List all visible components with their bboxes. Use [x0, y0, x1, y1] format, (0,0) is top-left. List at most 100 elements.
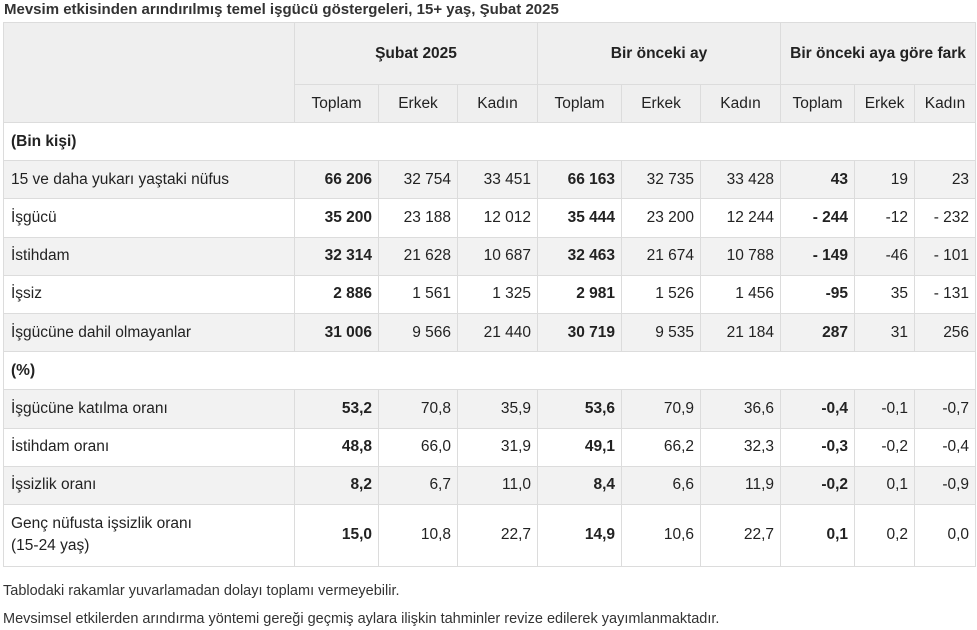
header-sub: Erkek	[621, 84, 702, 123]
table-cell: 32 463	[537, 236, 623, 276]
table-row: İşgücüne dahil olmayanlar 31 006 9 566 21 4…	[3, 312, 977, 353]
table-cell: - 131	[914, 274, 977, 314]
table-cell: 49,1	[537, 427, 623, 467]
table-cell: -0,2	[854, 427, 916, 467]
table-cell: 23	[914, 160, 977, 200]
table-cell: 21 184	[700, 312, 782, 353]
table-cell: 33 428	[700, 160, 782, 200]
section-header-row: (Bin kişi)	[2, 121, 977, 162]
footnote: Tablodaki rakamlar yuvarlamadan dolayı t…	[3, 583, 400, 599]
header-sub: Kadın	[700, 84, 782, 123]
table-cell: 70,9	[621, 389, 702, 429]
table-title: Mevsim etkisinden arındırılmış temel işg…	[4, 1, 559, 18]
section-header-row: (%)	[2, 351, 977, 391]
table-cell: 33 451	[456, 160, 539, 200]
table-cell: -46	[854, 236, 916, 276]
table-cell: 2 981	[537, 274, 623, 314]
row-label-text: İşgücüne dahil olmayanlar	[11, 323, 192, 341]
table-cell: 23 200	[621, 198, 702, 238]
table-cell: 19	[854, 160, 916, 200]
row-label: İşgücüne dahil olmayanlar	[3, 312, 295, 353]
table-cell: 32 314	[294, 236, 379, 276]
table-cell: 9 566	[378, 312, 458, 353]
table-cell: 35	[854, 274, 916, 314]
table-cell: 43	[780, 160, 856, 200]
table-cell: -0,3	[780, 427, 856, 467]
row-label-text: İstihdam	[11, 247, 70, 265]
table-cell: 10 687	[456, 236, 539, 276]
header-sub: Erkek	[378, 84, 458, 123]
table-cell: 53,6	[537, 389, 623, 429]
table-row: İstihdam 32 314 21 628 10 687 32 463 21 674 10…	[3, 236, 977, 276]
table-cell: 30 719	[537, 312, 623, 353]
row-label: İstihdam	[3, 236, 295, 276]
table-cell: 32 735	[621, 160, 702, 200]
table-cell: -0,4	[780, 389, 856, 429]
table-cell: 21 440	[456, 312, 539, 353]
table-cell: 287	[780, 312, 856, 353]
table-cell: 32,3	[700, 427, 782, 467]
table-cell: 14,9	[537, 503, 623, 567]
table-cell: 12 012	[456, 198, 539, 238]
table-cell: -0,7	[914, 389, 977, 429]
table-cell: -0,1	[854, 389, 916, 429]
table-cell: 31	[854, 312, 916, 353]
table-cell: 1 456	[700, 274, 782, 314]
table-cell: - 232	[914, 198, 977, 238]
table-cell: 0,1	[854, 465, 916, 505]
row-label: İşgücü	[3, 198, 295, 238]
header-sub: Toplam	[780, 84, 856, 123]
header-sub: Toplam	[294, 84, 379, 123]
table-cell: 32 754	[378, 160, 458, 200]
table-cell: -0,4	[914, 427, 977, 467]
row-label-text: İşsiz	[11, 285, 42, 303]
table-cell: 70,8	[378, 389, 458, 429]
table-cell: 21 628	[378, 236, 458, 276]
row-label: Genç nüfusta işsizlik oranı (15-24 yaş)	[3, 503, 295, 567]
header-sub: Erkek	[854, 84, 916, 123]
row-label: 15 ve daha yukarı yaştaki nüfus	[3, 160, 295, 200]
header-blank-cell	[3, 22, 295, 123]
table-cell: 8,4	[537, 465, 623, 505]
table-cell: 23 188	[378, 198, 458, 238]
table-row: 15 ve daha yukarı yaştaki nüfus 66 206 32 …	[3, 160, 977, 200]
row-label: İşsiz	[3, 274, 295, 314]
table-cell: 11,9	[700, 465, 782, 505]
table-cell: 10 788	[700, 236, 782, 276]
table-cell: 21 674	[621, 236, 702, 276]
row-label-text: Genç nüfusta işsizlik oranı	[11, 515, 192, 533]
table-cell: 48,8	[294, 427, 379, 467]
table-cell: 31 006	[294, 312, 379, 353]
table-cell: - 149	[780, 236, 856, 276]
row-label-text: İşsizlik oranı	[11, 476, 97, 494]
table-cell: 66 206	[294, 160, 379, 200]
table-row: Genç nüfusta işsizlik oranı (15-24 yaş) 15…	[3, 503, 977, 567]
table-cell: 66 163	[537, 160, 623, 200]
table-cell: 22,7	[700, 503, 782, 567]
table-cell: 53,2	[294, 389, 379, 429]
table-cell: -0,2	[780, 465, 856, 505]
table-body: (Bin kişi) 15 ve daha yukarı yaştaki nüfu…	[2, 121, 977, 567]
table-row: İstihdam oranı 48,8 66,0 31,9 49,1 66,2 32,3 -0…	[3, 427, 977, 467]
table-row: İşsizlik oranı 8,2 6,7 11,0 8,4 6,6 11,9 -0,2 0,…	[3, 465, 977, 505]
header-sub: Toplam	[537, 84, 623, 123]
row-label-text: 15 ve daha yukarı yaştaki nüfus	[11, 170, 229, 188]
row-label: İşsizlik oranı	[3, 465, 295, 505]
table-cell: 10,8	[378, 503, 458, 567]
labour-indicators-table: Şubat 2025 Bir önceki ay Bir önceki aya …	[2, 22, 977, 567]
table-cell: 1 561	[378, 274, 458, 314]
table-cell: - 244	[780, 198, 856, 238]
table-cell: 10,6	[621, 503, 702, 567]
table-cell: 0,2	[854, 503, 916, 567]
table-cell: 8,2	[294, 465, 379, 505]
table-cell: 35 444	[537, 198, 623, 238]
table-cell: -0,9	[914, 465, 977, 505]
table-cell: 0,0	[914, 503, 977, 567]
table-cell: 12 244	[700, 198, 782, 238]
table-cell: 11,0	[456, 465, 539, 505]
table-cell: 6,7	[378, 465, 458, 505]
table-cell: 1 325	[456, 274, 539, 314]
section-label: (%)	[2, 351, 977, 391]
table-cell: 256	[914, 312, 977, 353]
row-label-text: İşgücü	[11, 208, 57, 226]
